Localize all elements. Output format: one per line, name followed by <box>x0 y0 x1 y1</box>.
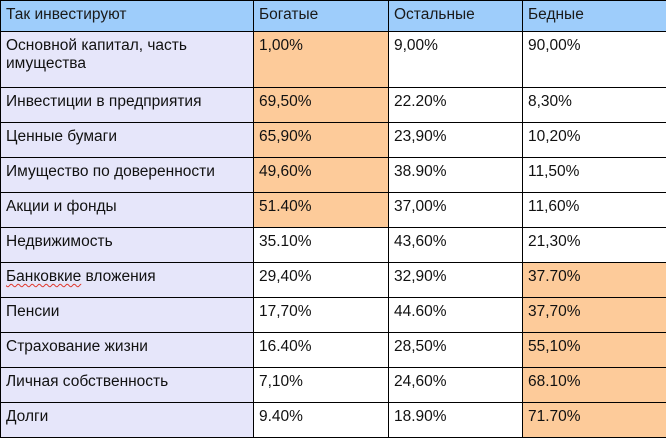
value-cell-others: 18.90% <box>388 402 523 438</box>
row-label: Страхование жизни <box>0 332 254 368</box>
value-cell-poor: 37,70% <box>522 297 666 333</box>
row-label: Личная собственность <box>0 367 254 403</box>
value-cell-others: 37,00% <box>388 192 523 228</box>
table-row: Инвестиции в предприятия 69,50% 22.20% 8,30… <box>0 87 666 123</box>
row-label: Акции и фонды <box>0 192 254 228</box>
value-cell-others: 32,90% <box>388 262 523 298</box>
row-label: Ценные бумаги <box>0 122 254 158</box>
spellcheck-flagged-word: Банковкие <box>6 268 82 285</box>
value-cell-others: 43,60% <box>388 227 523 263</box>
value-cell-poor: 55,10% <box>522 332 666 368</box>
row-label: Имущество по доверенности <box>0 157 254 193</box>
value-cell-rich: 35.10% <box>253 227 389 263</box>
value-cell-others: 24,60% <box>388 367 523 403</box>
row-label: Пенсии <box>0 297 254 333</box>
row-label-rest: вложения <box>81 268 156 285</box>
value-cell-rich: 49,60% <box>253 157 389 193</box>
header-row: Так инвестируют Богатые Остальные Бедные <box>0 0 666 32</box>
value-cell-poor: 8,30% <box>522 87 666 123</box>
value-cell-poor: 71.70% <box>522 402 666 438</box>
row-label: Долги <box>0 402 254 438</box>
table-row: Пенсии 17,70% 44.60% 37,70% <box>0 297 666 333</box>
header-cell-category: Так инвестируют <box>0 0 254 32</box>
value-cell-poor: 10,20% <box>522 122 666 158</box>
value-cell-poor: 11,50% <box>522 157 666 193</box>
value-cell-rich: 17,70% <box>253 297 389 333</box>
value-cell-poor: 11,60% <box>522 192 666 228</box>
value-cell-poor: 21,30% <box>522 227 666 263</box>
table-row: Акции и фонды 51.40% 37,00% 11,60% <box>0 192 666 228</box>
value-cell-rich: 65,90% <box>253 122 389 158</box>
value-cell-rich: 51.40% <box>253 192 389 228</box>
value-cell-poor: 68.10% <box>522 367 666 403</box>
table-row: Основной капитал, часть имущества 1,00% 9,… <box>0 31 666 88</box>
row-label: Недвижимость <box>0 227 254 263</box>
value-cell-others: 9,00% <box>388 31 523 88</box>
row-label: Основной капитал, часть имущества <box>0 31 254 88</box>
value-cell-others: 44.60% <box>388 297 523 333</box>
value-cell-rich: 9.40% <box>253 402 389 438</box>
value-cell-rich: 69,50% <box>253 87 389 123</box>
value-cell-rich: 7,10% <box>253 367 389 403</box>
table-body: Основной капитал, часть имущества 1,00% 9,… <box>0 31 666 438</box>
table-row: Страхование жизни 16.40% 28,50% 55,10% <box>0 332 666 368</box>
value-cell-poor: 37.70% <box>522 262 666 298</box>
table-row: Банковкие вложения 29,40% 32,90% 37.70% <box>0 262 666 298</box>
header-cell-poor: Бедные <box>522 0 666 32</box>
header-cell-rich: Богатые <box>253 0 389 32</box>
value-cell-others: 38.90% <box>388 157 523 193</box>
table-row: Ценные бумаги 65,90% 23,90% 10,20% <box>0 122 666 158</box>
table-row: Долги 9.40% 18.90% 71.70% <box>0 402 666 438</box>
header-cell-others: Остальные <box>388 0 523 32</box>
value-cell-others: 23,90% <box>388 122 523 158</box>
table-row: Личная собственность 7,10% 24,60% 68.10% <box>0 367 666 403</box>
table-row: Имущество по доверенности 49,60% 38.90% 11,… <box>0 157 666 193</box>
value-cell-rich: 29,40% <box>253 262 389 298</box>
value-cell-rich: 1,00% <box>253 31 389 88</box>
value-cell-others: 28,50% <box>388 332 523 368</box>
value-cell-others: 22.20% <box>388 87 523 123</box>
table-row: Недвижимость 35.10% 43,60% 21,30% <box>0 227 666 263</box>
value-cell-rich: 16.40% <box>253 332 389 368</box>
row-label: Банковкие вложения <box>0 262 254 298</box>
value-cell-poor: 90,00% <box>522 31 666 88</box>
row-label: Инвестиции в предприятия <box>0 87 254 123</box>
